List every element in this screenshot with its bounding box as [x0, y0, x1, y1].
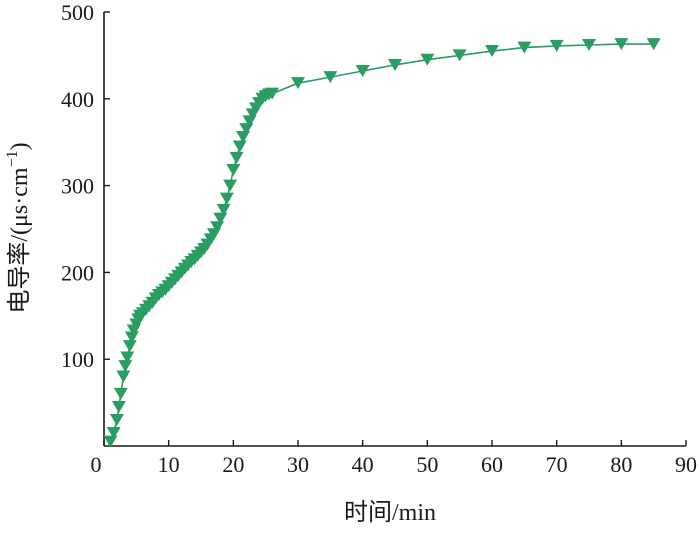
data-point-marker — [549, 39, 564, 52]
data-point-marker — [232, 140, 247, 153]
data-point-marker — [323, 71, 338, 84]
ticks: 0 10 20 30 40 50 60 70 80 90 100 200 300 400 500 — [61, 0, 697, 477]
y-tick-label: 200 — [61, 260, 94, 285]
markers-group — [103, 38, 661, 448]
data-point-marker — [116, 370, 131, 383]
x-tick-label: 70 — [546, 452, 568, 477]
data-point-marker — [646, 38, 661, 51]
data-point-marker — [582, 38, 596, 51]
data-point-marker — [109, 413, 124, 426]
x-tick-label: 50 — [416, 452, 438, 477]
series-group — [109, 43, 654, 442]
data-point-marker — [517, 41, 532, 54]
data-point-marker — [614, 38, 629, 51]
x-tick-label: 20 — [222, 452, 244, 477]
y-axis-title-sup: −1 — [4, 150, 21, 167]
data-point-marker — [388, 58, 402, 71]
y-tick-label: 400 — [61, 87, 94, 112]
x-tick-label: 40 — [352, 452, 374, 477]
y-tick-label: 500 — [61, 0, 94, 25]
data-point-marker — [219, 192, 234, 205]
data-point-marker — [229, 151, 244, 164]
data-point-marker — [210, 221, 225, 234]
x-tick-label: 60 — [481, 452, 503, 477]
data-point-marker — [111, 400, 126, 413]
data-point-marker — [265, 87, 280, 100]
x-tick-label: 80 — [610, 452, 632, 477]
data-point-marker — [118, 360, 133, 373]
y-tick-label: 100 — [61, 347, 94, 372]
data-point-marker — [103, 435, 118, 448]
x-tick-label: 0 — [91, 452, 102, 477]
x-tick-label: 10 — [158, 452, 180, 477]
data-point-marker — [223, 179, 238, 192]
data-point-marker — [124, 331, 139, 344]
data-point-marker — [122, 340, 137, 353]
x-tick-label: 30 — [287, 452, 309, 477]
data-point-marker — [452, 49, 467, 62]
data-point-marker — [216, 203, 231, 216]
y-tick-label: 300 — [61, 174, 94, 199]
x-axis-title: 时间/min — [344, 499, 436, 526]
series-line — [109, 43, 654, 442]
data-point-marker — [120, 351, 135, 364]
axes — [103, 12, 686, 447]
data-point-marker — [420, 53, 435, 66]
x-tick-label: 90 — [675, 452, 697, 477]
data-point-marker — [291, 77, 305, 90]
data-point-marker — [106, 426, 121, 439]
y-axis-title: 电导率/(μs·cm−1) — [4, 142, 33, 313]
data-point-marker — [355, 65, 370, 78]
y-axis-title-close: ) — [7, 142, 33, 150]
y-axis-title-main: 电导率/(μs·cm — [6, 167, 33, 314]
data-point-marker — [485, 45, 499, 58]
data-point-marker — [113, 387, 128, 400]
data-point-marker — [226, 163, 241, 176]
data-point-marker — [213, 212, 228, 225]
